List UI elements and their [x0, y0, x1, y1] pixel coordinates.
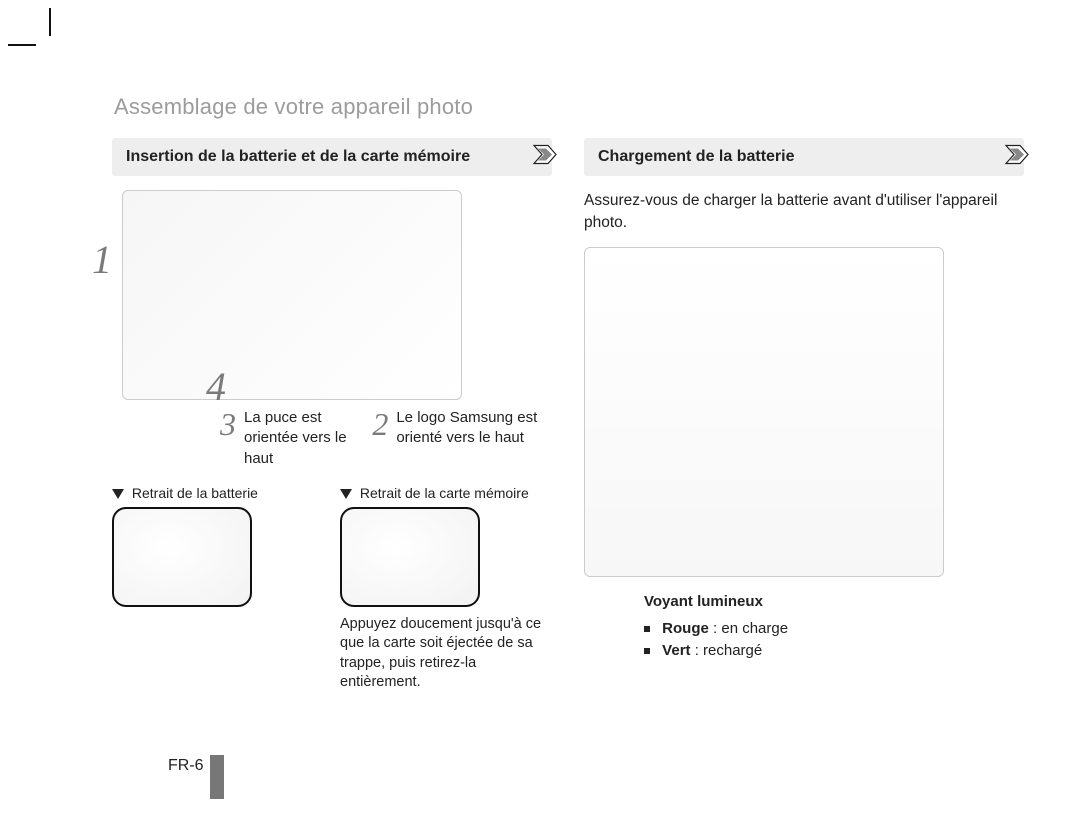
page-number: FR-6 — [168, 757, 204, 775]
insert-diagram-placeholder — [122, 190, 462, 400]
bullet-icon — [644, 626, 650, 632]
callout-logo-up: 2 Le logo Samsung est orienté vers le ha… — [372, 408, 552, 469]
led-green-suffix: : rechargé — [691, 642, 763, 659]
left-column: Insertion de la batterie et de la carte … — [112, 138, 552, 693]
crop-mark-vertical — [49, 8, 51, 36]
removal-battery-label: Retrait de la batterie — [112, 485, 324, 501]
removal-card-note: Appuyez doucement jusqu'à ce que la cart… — [340, 615, 552, 693]
led-red-label: Rouge — [662, 620, 709, 637]
led-red-suffix: : en charge — [709, 620, 788, 637]
led-green-label: Vert — [662, 642, 690, 659]
bullet-icon — [644, 648, 650, 654]
right-column: Chargement de la batterie Assurez-vous d… — [584, 138, 1024, 693]
heading-charging: Chargement de la batterie — [584, 138, 1024, 176]
callout-logo-up-text: Le logo Samsung est orienté vers le haut — [396, 408, 552, 449]
page-tab-marker — [210, 755, 224, 799]
removal-card-figure — [340, 507, 480, 607]
removal-card-text: Retrait de la carte mémoire — [360, 485, 529, 501]
removal-card-label: Retrait de la carte mémoire — [340, 485, 552, 501]
step-number-2: 2 — [372, 408, 388, 440]
heading-arrow-icon — [532, 142, 558, 173]
heading-arrow-icon — [1004, 142, 1030, 173]
triangle-down-icon — [340, 489, 352, 499]
charging-body-text: Assurez-vous de charger la batterie avan… — [584, 190, 1024, 233]
removal-battery: Retrait de la batterie — [112, 485, 324, 693]
heading-insert-label: Insertion de la batterie et de la carte … — [126, 148, 470, 165]
charging-diagram-placeholder — [584, 247, 944, 577]
removal-battery-figure — [112, 507, 252, 607]
crop-mark-horizontal — [8, 44, 36, 46]
insert-diagram: 1 4 — [122, 190, 462, 400]
page-title: Assemblage de votre appareil photo — [114, 94, 1032, 120]
led-red-line: Rouge : en charge — [644, 618, 1024, 641]
triangle-down-icon — [112, 489, 124, 499]
callout-chip-up-text: La puce est orientée vers le haut — [244, 408, 366, 469]
orientation-callouts: 3 La puce est orientée vers le haut 2 Le… — [220, 408, 552, 469]
led-indicator-block: Voyant lumineux Rouge : en charge Vert :… — [644, 591, 1024, 663]
step-number-1: 1 — [92, 236, 112, 283]
step-number-3: 3 — [220, 408, 236, 440]
removal-row: Retrait de la batterie Retrait de la car… — [112, 485, 552, 693]
two-column-layout: Insertion de la batterie et de la carte … — [72, 138, 1032, 693]
led-title: Voyant lumineux — [644, 591, 1024, 614]
removal-battery-text: Retrait de la batterie — [132, 485, 258, 501]
heading-insert-battery-card: Insertion de la batterie et de la carte … — [112, 138, 552, 176]
removal-card: Retrait de la carte mémoire Appuyez douc… — [340, 485, 552, 693]
heading-charging-label: Chargement de la batterie — [598, 148, 795, 165]
step-number-4: 4 — [206, 363, 226, 410]
led-green-line: Vert : rechargé — [644, 640, 1024, 663]
callout-chip-up: 3 La puce est orientée vers le haut — [220, 408, 366, 469]
